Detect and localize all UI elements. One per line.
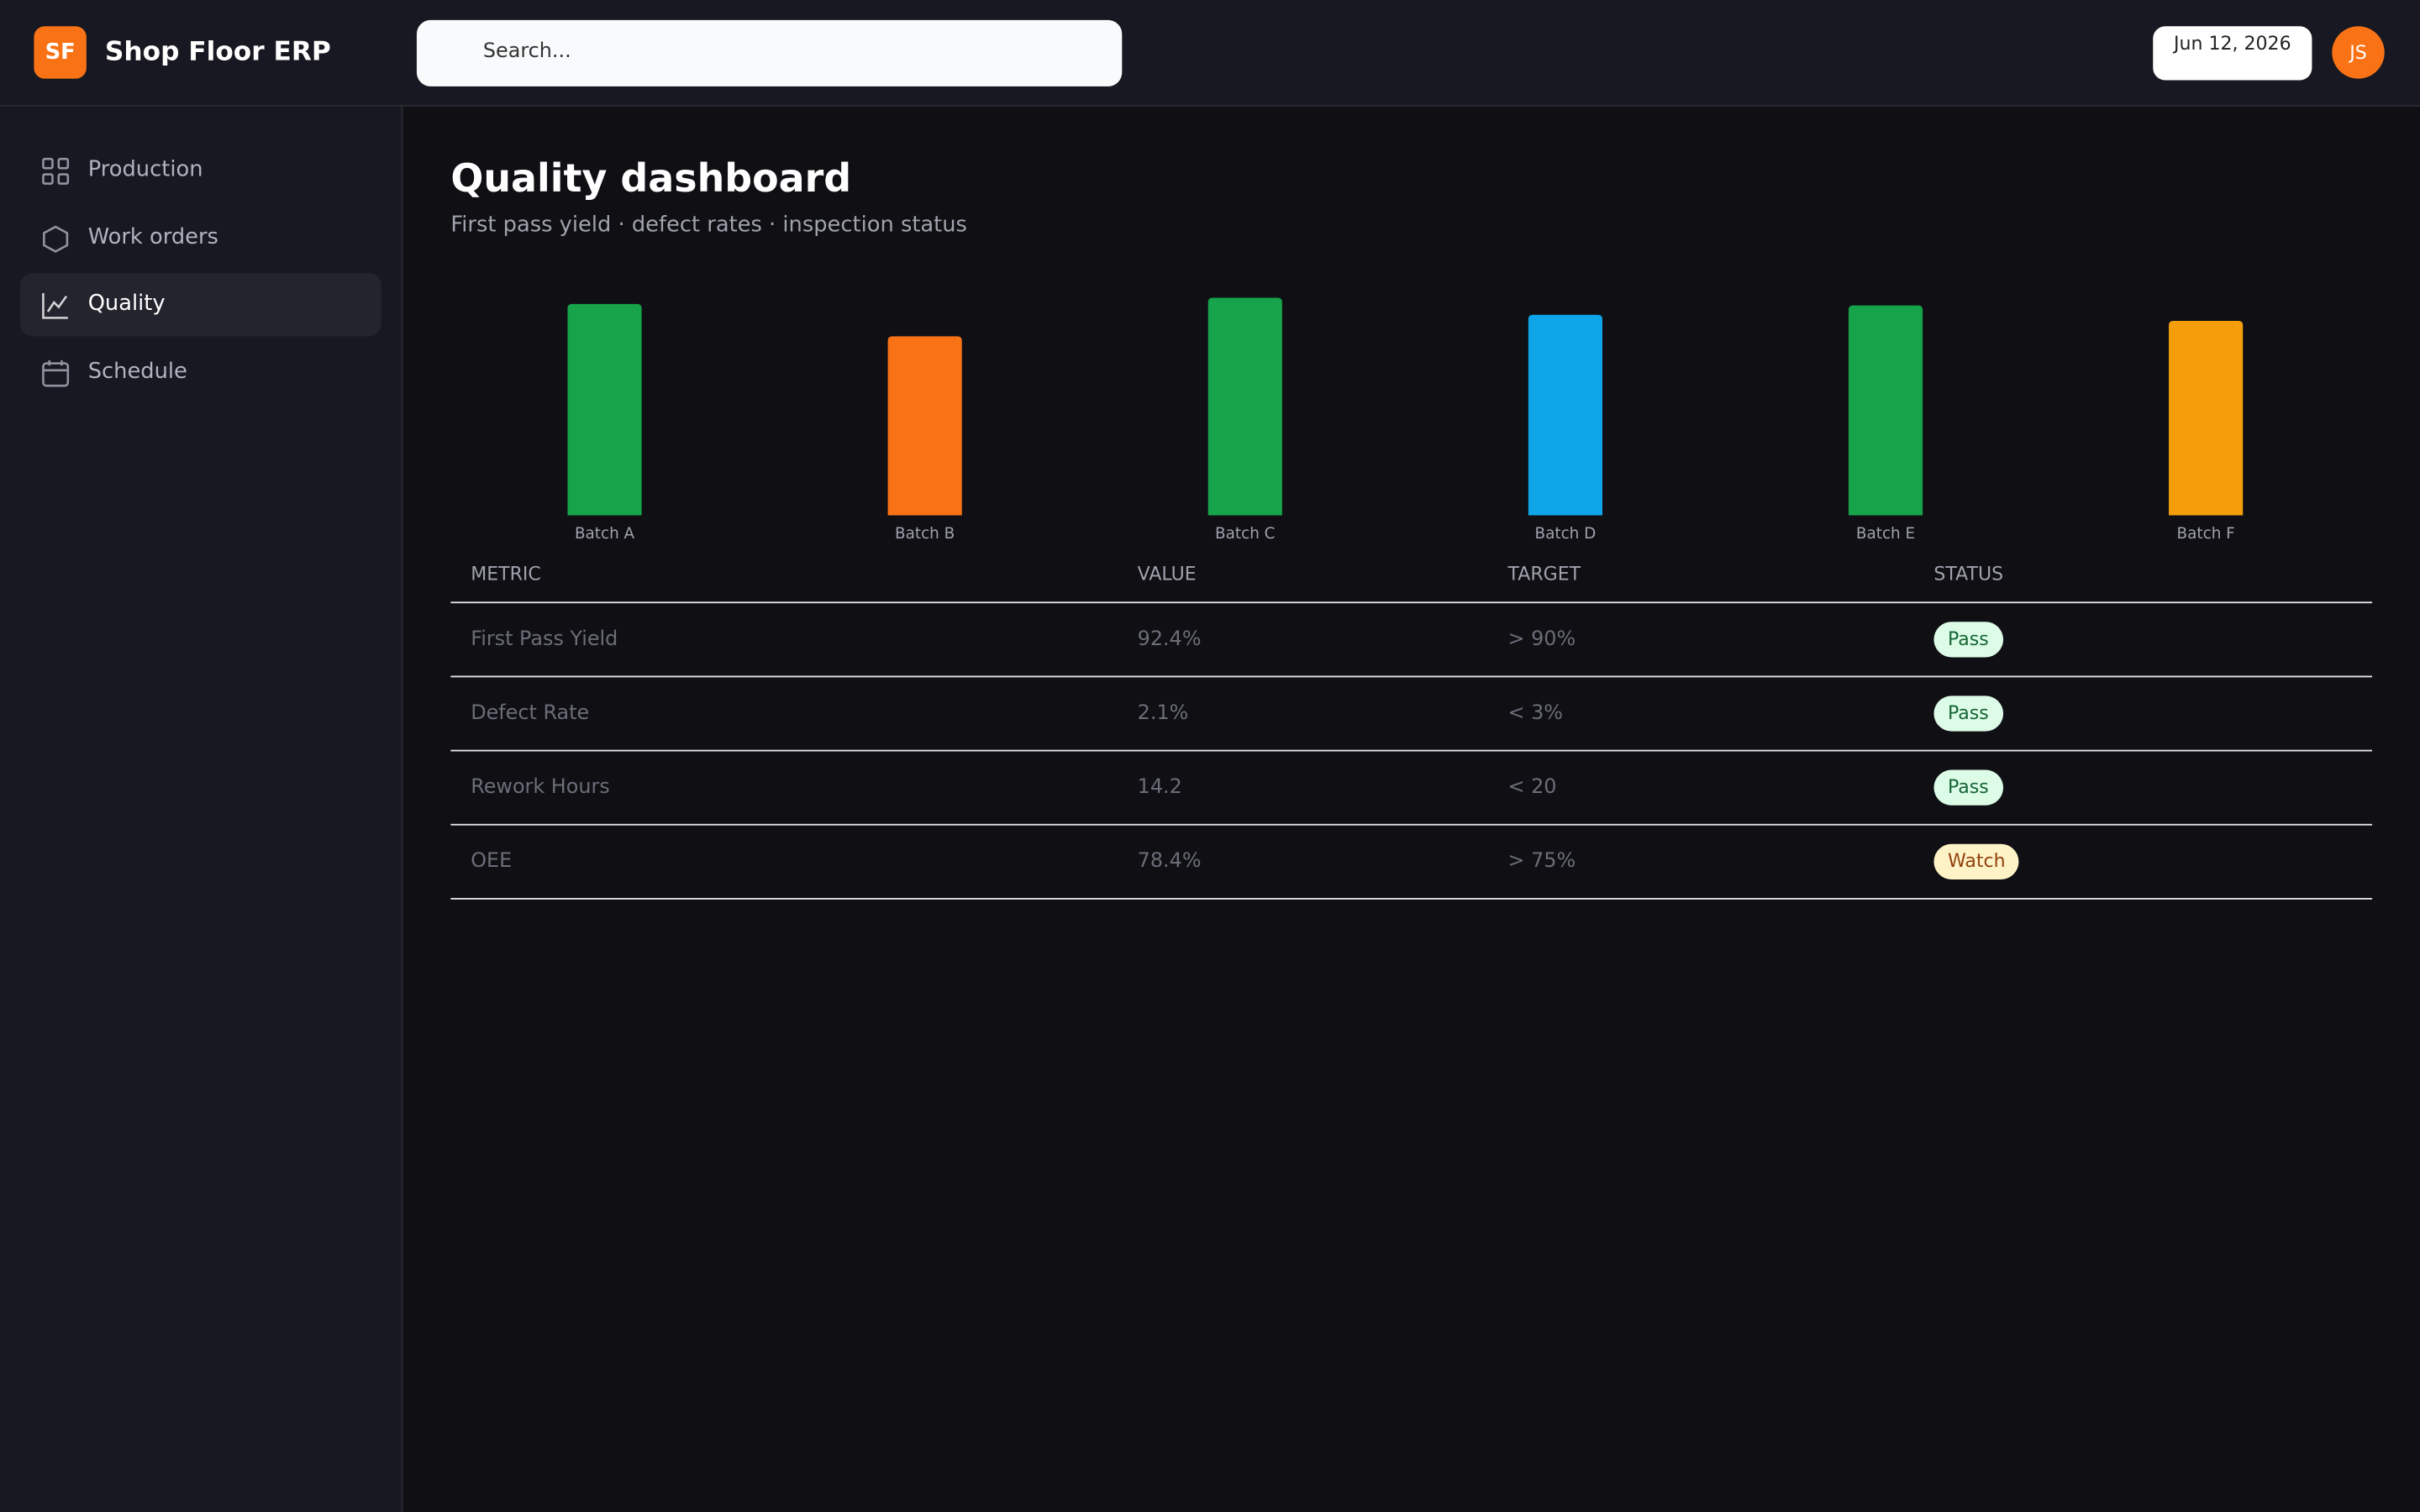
table-cell: > 90%	[1507, 627, 1576, 652]
avatar[interactable]: JS	[2332, 26, 2385, 79]
search-box[interactable]: Search...	[416, 19, 1123, 87]
x-tick-label: Batch F	[2177, 525, 2235, 543]
bar	[1207, 297, 1282, 516]
nav-icon	[43, 224, 69, 252]
x-tick-label: Batch A	[575, 525, 635, 543]
status-badge: Watch	[1933, 843, 2020, 879]
status-badge: Pass	[1933, 769, 2003, 806]
table-cell: > 75%	[1507, 850, 1576, 874]
x-tick-label: Batch B	[895, 525, 955, 543]
column-header: TARGET	[1507, 563, 1581, 585]
status-badge: Pass	[1933, 696, 2003, 732]
column-header: METRIC	[471, 563, 541, 585]
date-chip[interactable]: Jun 12, 2026	[2153, 26, 2312, 81]
nav-label: Production	[87, 157, 203, 182]
row-rule	[450, 823, 2373, 826]
x-tick-label: Batch E	[1856, 525, 1915, 543]
x-tick-label: Batch C	[1215, 525, 1275, 543]
table-cell: 14.2	[1137, 775, 1182, 800]
x-tick-label: Batch D	[1535, 525, 1597, 543]
logo[interactable]: SF	[34, 26, 87, 79]
row-rule	[450, 749, 2373, 752]
nav-label: Quality	[87, 291, 166, 317]
table-cell: OEE	[471, 850, 513, 874]
nav-icon	[42, 359, 70, 386]
table-cell: First Pass Yield	[471, 627, 618, 652]
nav-label: Work orders	[87, 224, 218, 249]
bar	[567, 303, 642, 516]
row-rule	[450, 675, 2373, 678]
bar	[1528, 314, 1602, 516]
page-subtitle: First pass yield · defect rates · inspec…	[450, 213, 967, 238]
table-cell: Rework Hours	[471, 775, 610, 800]
column-header: STATUS	[1933, 563, 2004, 585]
sidebar: Production Work orders Quality Schedule	[0, 106, 403, 1512]
status-badge: Pass	[1933, 622, 2003, 658]
table-cell: 92.4%	[1137, 627, 1202, 652]
top-bar: SF Shop Floor ERP Search... Jun 12, 2026…	[0, 0, 2420, 107]
table-rule	[450, 601, 2373, 604]
search-placeholder: Search...	[482, 39, 571, 64]
bar	[1848, 305, 1923, 516]
table-cell: < 3%	[1507, 701, 1563, 726]
nav-item[interactable]: Schedule	[20, 340, 381, 403]
bar	[2169, 321, 2244, 516]
nav-icon	[42, 292, 68, 319]
table-cell: 78.4%	[1137, 850, 1202, 874]
nav-item[interactable]: Work orders	[20, 206, 381, 269]
column-header: VALUE	[1137, 563, 1197, 585]
table-cell: 2.1%	[1137, 701, 1189, 726]
nav-item[interactable]: Production	[20, 139, 381, 202]
table-cell: Defect Rate	[471, 701, 590, 726]
table-cell: < 20	[1507, 775, 1557, 800]
app-name: Shop Floor ERP	[104, 37, 331, 68]
nav-item[interactable]: Quality	[19, 273, 381, 337]
nav-icon	[42, 157, 70, 185]
row-rule	[450, 897, 2373, 900]
bar	[887, 336, 962, 516]
nav-label: Schedule	[87, 359, 187, 384]
page-title: Quality dashboard	[450, 155, 852, 201]
chart: Batch A Batch B Batch C Batch D Batch E Batch…	[567, 297, 2244, 543]
